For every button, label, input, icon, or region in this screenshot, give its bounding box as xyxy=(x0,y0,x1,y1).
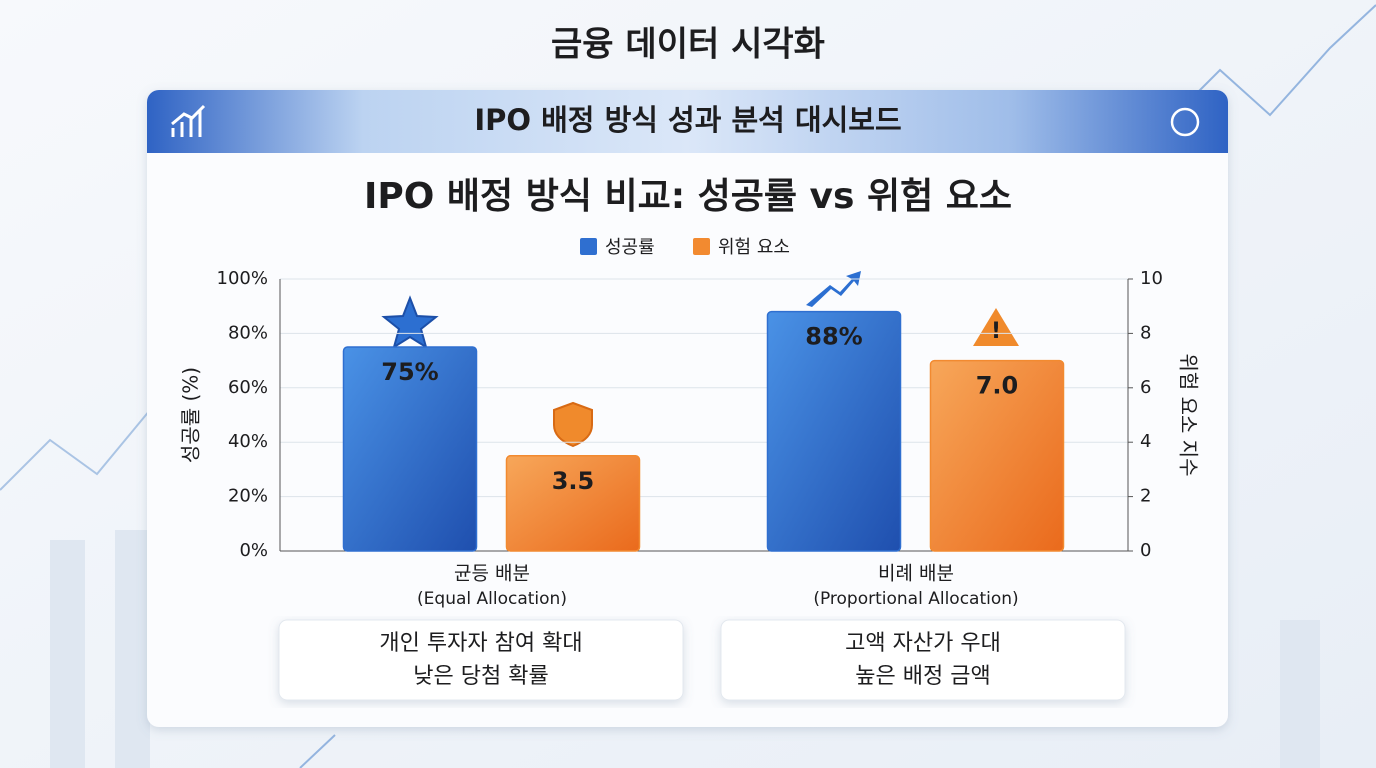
value-label: 75% xyxy=(381,358,438,386)
decor-line xyxy=(299,734,336,768)
y-axis-label: 성공률 (%) xyxy=(179,367,203,463)
value-label: 88% xyxy=(805,323,862,351)
note-box xyxy=(278,619,684,701)
header-icon xyxy=(171,104,206,137)
trend-icon xyxy=(806,271,861,307)
shield-icon xyxy=(553,401,593,448)
y-tick-label: 40% xyxy=(228,431,268,452)
bar xyxy=(929,359,1065,552)
bar xyxy=(766,310,902,552)
x-tick-label: 비례 배분 xyxy=(878,563,954,585)
card xyxy=(147,90,1228,727)
decor-bar xyxy=(50,540,85,768)
y2-tick-label: 2 xyxy=(1140,486,1151,507)
note-text: 개인 투자자 참여 확대 xyxy=(379,631,582,656)
bar xyxy=(342,346,478,552)
y-tick-label: 60% xyxy=(228,377,268,398)
value-label: 3.5 xyxy=(552,467,595,495)
y-tick-label: 0% xyxy=(239,540,268,561)
legend-swatch xyxy=(693,238,710,255)
x-tick-sublabel: (Proportional Allocation) xyxy=(813,589,1018,609)
header-bar xyxy=(147,90,1228,153)
y-tick-label: 20% xyxy=(228,486,268,507)
legend-label: 성공률 xyxy=(605,237,655,258)
decor-bar xyxy=(1280,620,1320,768)
y2-tick-label: 0 xyxy=(1140,540,1151,561)
header-title: IPO 배정 방식 성과 분석 대시보드 xyxy=(474,103,901,137)
legend-label: 위험 요소 xyxy=(718,237,790,258)
warning-mark: ! xyxy=(991,319,1001,344)
y2-tick-label: 8 xyxy=(1140,322,1151,343)
x-tick-label: 균등 배분 xyxy=(454,563,530,585)
bar xyxy=(505,455,641,552)
y-tick-label: 80% xyxy=(228,322,268,343)
decor-line xyxy=(0,409,151,491)
decor-line xyxy=(1179,4,1376,117)
chart-title: IPO 배정 방식 비교: 성공률 vs 위험 요소 xyxy=(364,176,1012,217)
note-text: 고액 자산가 우대 xyxy=(845,631,1001,656)
header-icon xyxy=(1170,107,1200,137)
decor-bar xyxy=(115,530,150,768)
warning-icon xyxy=(973,308,1019,346)
x-tick-sublabel: (Equal Allocation) xyxy=(417,589,567,609)
y-tick-label: 100% xyxy=(217,268,268,289)
note-text: 높은 배정 금액 xyxy=(855,664,990,689)
y2-tick-label: 6 xyxy=(1140,377,1151,398)
y2-tick-label: 10 xyxy=(1140,268,1163,289)
note-box xyxy=(720,619,1126,701)
y2-tick-label: 4 xyxy=(1140,431,1151,452)
page-title: 금융 데이터 시각화 xyxy=(551,25,825,65)
note-text: 낮은 당첨 확률 xyxy=(413,664,548,689)
legend-swatch xyxy=(580,238,597,255)
star-icon xyxy=(381,295,439,350)
y2-axis-label: 위험 요소 지수 xyxy=(1177,353,1201,476)
value-label: 7.0 xyxy=(976,372,1019,400)
